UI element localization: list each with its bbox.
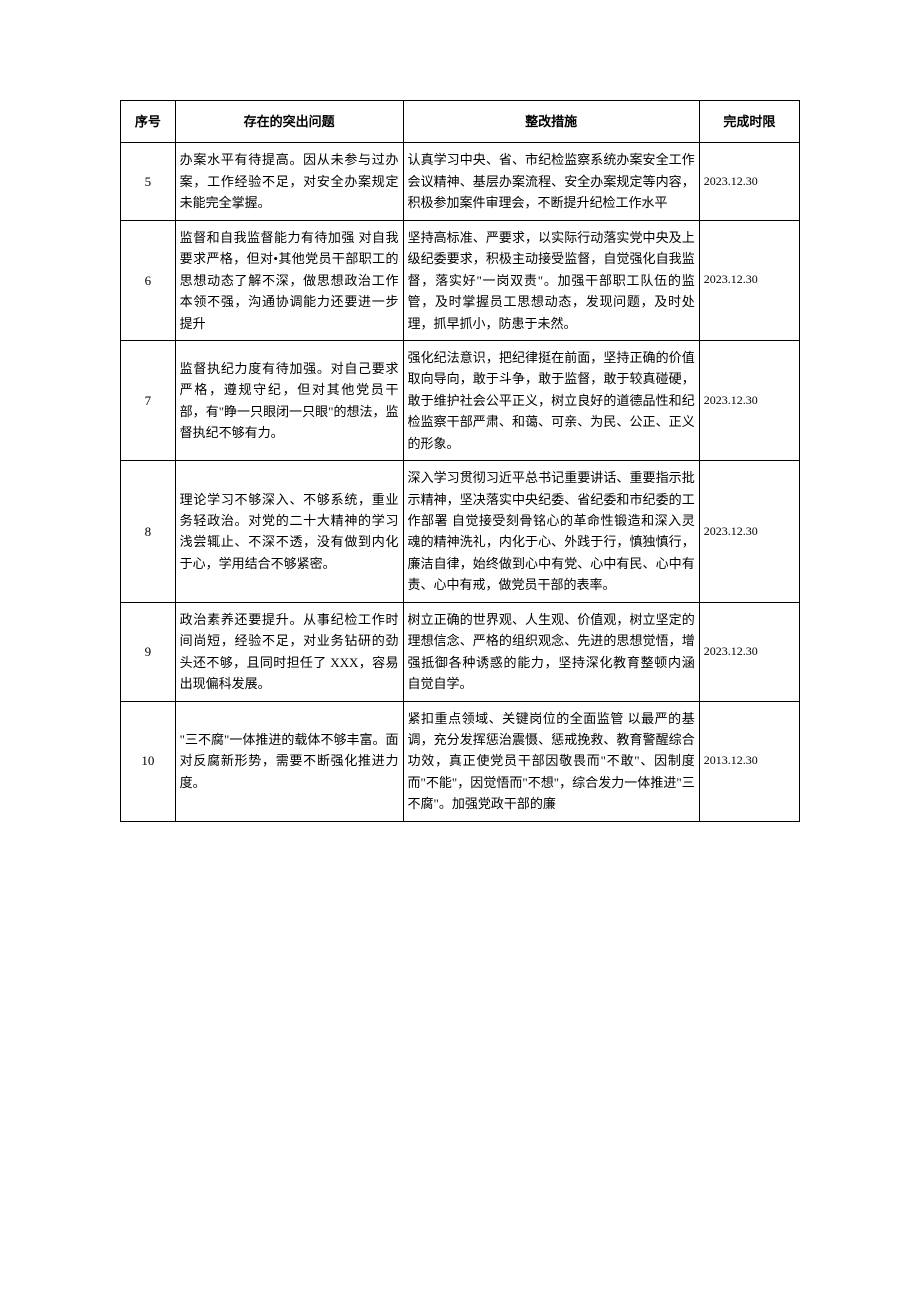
cell-problem: 监督执纪力度有待加强。对自己要求严格，遵规守纪，但对其他党员干部，有"睁一只眼闭… <box>175 340 403 460</box>
rectification-table: 序号 存在的突出问题 整改措施 完成时限 5 办案水平有待提高。因从未参与过办案… <box>120 100 800 822</box>
cell-seq: 5 <box>121 143 176 220</box>
header-deadline: 完成时限 <box>699 101 799 143</box>
cell-deadline: 2023.12.30 <box>699 220 799 340</box>
cell-problem: 办案水平有待提高。因从未参与过办案，工作经验不足，对安全办案规定未能完全掌握。 <box>175 143 403 220</box>
cell-problem: 理论学习不够深入、不够系统，重业务轻政治。对党的二十大精神的学习浅尝辄止、不深不… <box>175 461 403 603</box>
cell-measure: 紧扣重点领域、关键岗位的全面监管 以最严的基调，充分发挥惩治震慑、惩戒挽救、教育… <box>403 701 699 821</box>
cell-seq: 7 <box>121 340 176 460</box>
cell-seq: 10 <box>121 701 176 821</box>
cell-measure: 深入学习贯彻习近平总书记重要讲话、重要指示批示精神，坚决落实中央纪委、省纪委和市… <box>403 461 699 603</box>
cell-measure: 树立正确的世界观、人生观、价值观，树立坚定的理想信念、严格的组织观念、先进的思想… <box>403 602 699 701</box>
table-row: 6 监督和自我监督能力有待加强 对自我要求严格，但对•其他党员干部职工的思想动态… <box>121 220 800 340</box>
table-row: 10 "三不腐"一体推进的载体不够丰富。面对反腐新形势，需要不断强化推进力度。 … <box>121 701 800 821</box>
document-page: 序号 存在的突出问题 整改措施 完成时限 5 办案水平有待提高。因从未参与过办案… <box>0 0 920 902</box>
table-row: 7 监督执纪力度有待加强。对自己要求严格，遵规守纪，但对其他党员干部，有"睁一只… <box>121 340 800 460</box>
cell-seq: 8 <box>121 461 176 603</box>
table-row: 8 理论学习不够深入、不够系统，重业务轻政治。对党的二十大精神的学习浅尝辄止、不… <box>121 461 800 603</box>
cell-measure: 认真学习中央、省、市纪检监察系统办案安全工作会议精神、基层办案流程、安全办案规定… <box>403 143 699 220</box>
header-seq: 序号 <box>121 101 176 143</box>
cell-deadline: 2023.12.30 <box>699 461 799 603</box>
cell-deadline: 2023.12.30 <box>699 602 799 701</box>
table-body: 5 办案水平有待提高。因从未参与过办案，工作经验不足，对安全办案规定未能完全掌握… <box>121 143 800 821</box>
header-measure: 整改措施 <box>403 101 699 143</box>
cell-deadline: 2013.12.30 <box>699 701 799 821</box>
cell-problem: "三不腐"一体推进的载体不够丰富。面对反腐新形势，需要不断强化推进力度。 <box>175 701 403 821</box>
cell-seq: 9 <box>121 602 176 701</box>
cell-seq: 6 <box>121 220 176 340</box>
cell-deadline: 2023.12.30 <box>699 143 799 220</box>
cell-deadline: 2023.12.30 <box>699 340 799 460</box>
table-row: 9 政治素养还要提升。从事纪检工作时间尚短，经验不足，对业务钻研的劲头还不够，且… <box>121 602 800 701</box>
cell-problem: 政治素养还要提升。从事纪检工作时间尚短，经验不足，对业务钻研的劲头还不够，且同时… <box>175 602 403 701</box>
header-problem: 存在的突出问题 <box>175 101 403 143</box>
cell-problem: 监督和自我监督能力有待加强 对自我要求严格，但对•其他党员干部职工的思想动态了解… <box>175 220 403 340</box>
table-header-row: 序号 存在的突出问题 整改措施 完成时限 <box>121 101 800 143</box>
cell-measure: 坚持高标准、严要求，以实际行动落实党中央及上级纪委要求，积极主动接受监督，自觉强… <box>403 220 699 340</box>
table-row: 5 办案水平有待提高。因从未参与过办案，工作经验不足，对安全办案规定未能完全掌握… <box>121 143 800 220</box>
cell-measure: 强化纪法意识，把纪律挺在前面，坚持正确的价值取向导向，敢于斗争，敢于监督，敢于较… <box>403 340 699 460</box>
